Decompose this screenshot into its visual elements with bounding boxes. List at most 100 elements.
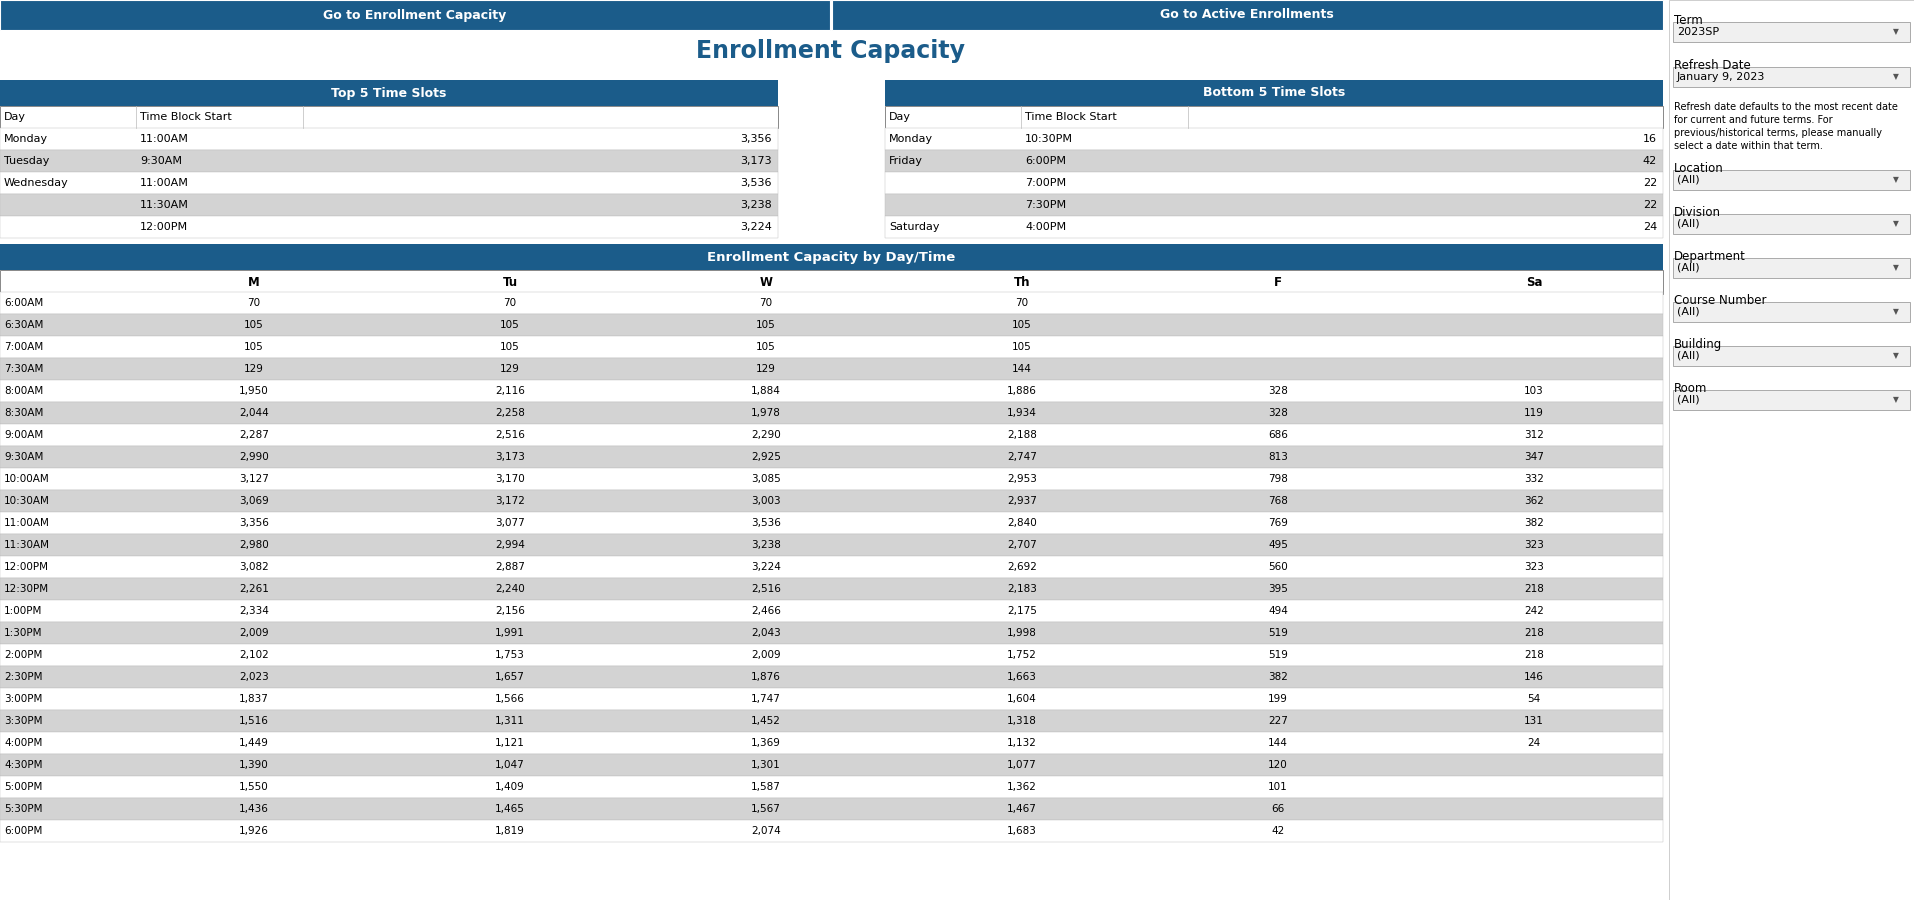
Text: 218: 218 <box>1524 628 1545 638</box>
Text: 1,409: 1,409 <box>496 782 524 792</box>
Text: 2,707: 2,707 <box>1007 540 1037 550</box>
Text: 2,953: 2,953 <box>1007 474 1037 484</box>
Text: 1,390: 1,390 <box>239 760 268 770</box>
Text: 2,747: 2,747 <box>1007 452 1037 462</box>
Text: 2,994: 2,994 <box>496 540 524 550</box>
Text: 2,044: 2,044 <box>239 408 268 418</box>
Text: 1,047: 1,047 <box>496 760 524 770</box>
Text: 494: 494 <box>1269 606 1288 616</box>
Text: 1,747: 1,747 <box>750 694 781 704</box>
Text: 105: 105 <box>500 342 521 352</box>
Text: Monday: Monday <box>888 134 934 144</box>
Text: 2,980: 2,980 <box>239 540 268 550</box>
Text: 144: 144 <box>1269 738 1288 748</box>
Text: 1,819: 1,819 <box>496 826 524 836</box>
Text: M: M <box>249 275 260 289</box>
Text: 7:30PM: 7:30PM <box>1026 200 1066 210</box>
Text: (All): (All) <box>1677 175 1700 185</box>
Text: 42: 42 <box>1271 826 1284 836</box>
Text: Monday: Monday <box>4 134 48 144</box>
Text: 119: 119 <box>1524 408 1545 418</box>
Text: 1,587: 1,587 <box>750 782 781 792</box>
Text: 7:00PM: 7:00PM <box>1026 178 1066 188</box>
Text: 129: 129 <box>756 364 775 374</box>
Text: 3,127: 3,127 <box>239 474 270 484</box>
Text: 2,175: 2,175 <box>1007 606 1037 616</box>
Text: 1,301: 1,301 <box>750 760 781 770</box>
Text: 2,116: 2,116 <box>496 386 524 396</box>
Text: 7:30AM: 7:30AM <box>4 364 44 374</box>
Text: 105: 105 <box>756 342 775 352</box>
Text: Sa: Sa <box>1525 275 1543 289</box>
Text: 2,287: 2,287 <box>239 430 270 440</box>
Text: 3,172: 3,172 <box>496 496 524 506</box>
Text: 1,318: 1,318 <box>1007 716 1037 726</box>
Text: 1,132: 1,132 <box>1007 738 1037 748</box>
Text: Time Block Start: Time Block Start <box>140 112 232 122</box>
Text: Bottom 5 Time Slots: Bottom 5 Time Slots <box>1202 86 1346 100</box>
Text: 7:00AM: 7:00AM <box>4 342 44 352</box>
Text: Saturday: Saturday <box>888 222 940 232</box>
Text: Day: Day <box>888 112 911 122</box>
Text: Enrollment Capacity: Enrollment Capacity <box>697 39 965 63</box>
Text: 1,369: 1,369 <box>750 738 781 748</box>
Text: 146: 146 <box>1524 672 1545 682</box>
Text: 1:00PM: 1:00PM <box>4 606 42 616</box>
Text: (All): (All) <box>1677 263 1700 273</box>
Text: ▼: ▼ <box>1893 308 1899 317</box>
Text: 1,362: 1,362 <box>1007 782 1037 792</box>
Text: 3:30PM: 3:30PM <box>4 716 42 726</box>
Text: 6:00PM: 6:00PM <box>4 826 42 836</box>
Text: (All): (All) <box>1677 219 1700 229</box>
Text: 3,173: 3,173 <box>741 156 771 166</box>
Text: 22: 22 <box>1642 178 1658 188</box>
Text: 1,452: 1,452 <box>750 716 781 726</box>
Text: 3,356: 3,356 <box>239 518 270 528</box>
Text: Friday: Friday <box>888 156 923 166</box>
Text: 1,837: 1,837 <box>239 694 270 704</box>
Text: ▼: ▼ <box>1893 220 1899 229</box>
Text: 323: 323 <box>1524 562 1545 572</box>
Text: 1,467: 1,467 <box>1007 804 1037 814</box>
Text: 2,023: 2,023 <box>239 672 268 682</box>
Text: 1,683: 1,683 <box>1007 826 1037 836</box>
Text: Th: Th <box>1014 275 1030 289</box>
Text: 3,085: 3,085 <box>750 474 781 484</box>
Text: 519: 519 <box>1269 628 1288 638</box>
Text: 2,466: 2,466 <box>750 606 781 616</box>
Text: 3,003: 3,003 <box>750 496 781 506</box>
Text: Course Number: Course Number <box>1675 294 1767 307</box>
Text: 1,753: 1,753 <box>496 650 524 660</box>
Text: 6:00PM: 6:00PM <box>1026 156 1066 166</box>
Text: 66: 66 <box>1271 804 1284 814</box>
Text: 9:00AM: 9:00AM <box>4 430 44 440</box>
Text: Refresh date defaults to the most recent date: Refresh date defaults to the most recent… <box>1675 102 1899 112</box>
Text: 227: 227 <box>1269 716 1288 726</box>
Text: 10:30PM: 10:30PM <box>1026 134 1074 144</box>
Text: 3,224: 3,224 <box>750 562 781 572</box>
Text: 10:30AM: 10:30AM <box>4 496 50 506</box>
Text: 686: 686 <box>1269 430 1288 440</box>
Text: Refresh Date: Refresh Date <box>1675 59 1751 72</box>
Text: ▼: ▼ <box>1893 73 1899 82</box>
Text: 395: 395 <box>1269 584 1288 594</box>
Text: 3,173: 3,173 <box>496 452 524 462</box>
Text: 328: 328 <box>1269 386 1288 396</box>
Text: 3,170: 3,170 <box>496 474 524 484</box>
Text: 131: 131 <box>1524 716 1545 726</box>
Text: 3,536: 3,536 <box>741 178 771 188</box>
Text: 382: 382 <box>1269 672 1288 682</box>
Text: 2,074: 2,074 <box>750 826 781 836</box>
Text: 8:30AM: 8:30AM <box>4 408 44 418</box>
Text: 1,311: 1,311 <box>496 716 524 726</box>
Text: 312: 312 <box>1524 430 1545 440</box>
Text: 3,238: 3,238 <box>741 200 771 210</box>
Text: 1,884: 1,884 <box>750 386 781 396</box>
Text: 5:30PM: 5:30PM <box>4 804 42 814</box>
Text: 1,077: 1,077 <box>1007 760 1037 770</box>
Text: 16: 16 <box>1642 134 1658 144</box>
Text: (All): (All) <box>1677 351 1700 361</box>
Text: 2,258: 2,258 <box>496 408 524 418</box>
Text: 2,183: 2,183 <box>1007 584 1037 594</box>
Text: 332: 332 <box>1524 474 1545 484</box>
